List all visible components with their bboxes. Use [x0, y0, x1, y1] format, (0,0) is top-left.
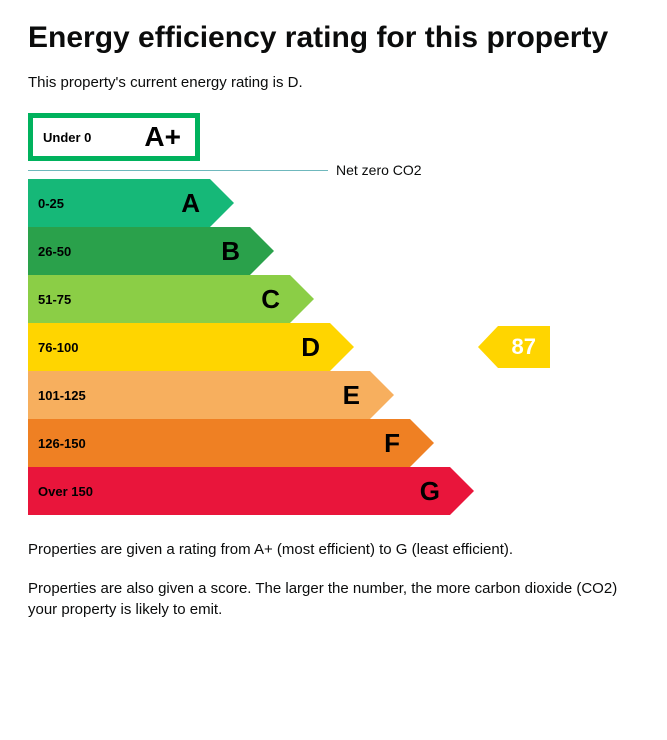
band-letter-c: C [261, 284, 280, 315]
page-title: Energy efficiency rating for this proper… [28, 20, 639, 56]
band-letter-f: F [384, 428, 400, 459]
energy-rating-chart: Under 0 A+ Net zero CO2 0-25 A 26-50 B 51-75… [28, 113, 638, 515]
band-range-a: 0-25 [38, 196, 64, 211]
band-row-g: Over 150 G [28, 467, 638, 515]
band-range-g: Over 150 [38, 484, 93, 499]
net-zero-line [28, 170, 328, 171]
current-score-badge: 87 [498, 326, 550, 368]
band-row-f: 126-150 F [28, 419, 638, 467]
band-range-f: 126-150 [38, 436, 86, 451]
band-range-b: 26-50 [38, 244, 71, 259]
band-c: 51-75 C [28, 275, 290, 323]
net-zero-label: Net zero CO2 [336, 162, 422, 178]
footer-text-2: Properties are also given a score. The l… [28, 578, 628, 620]
band-row-e: 101-125 E [28, 371, 638, 419]
band-aplus: Under 0 A+ [28, 113, 200, 161]
band-range-d: 76-100 [38, 340, 78, 355]
band-letter-d: D [301, 332, 320, 363]
band-d: 76-100 D [28, 323, 330, 371]
band-b: 26-50 B [28, 227, 250, 275]
band-g: Over 150 G [28, 467, 450, 515]
band-row-aplus: Under 0 A+ [28, 113, 638, 161]
band-letter-a: A [181, 188, 200, 219]
band-e: 101-125 E [28, 371, 370, 419]
band-range-e: 101-125 [38, 388, 86, 403]
band-range-aplus: Under 0 [43, 130, 91, 145]
current-rating-text: This property's current energy rating is… [28, 74, 639, 91]
band-row-c: 51-75 C [28, 275, 638, 323]
band-letter-b: B [221, 236, 240, 267]
band-row-d: 76-100 D 87 [28, 323, 638, 371]
band-row-a: 0-25 A [28, 179, 638, 227]
band-letter-g: G [420, 476, 440, 507]
band-letter-e: E [343, 380, 360, 411]
band-letter-aplus: A+ [144, 121, 181, 153]
band-row-b: 26-50 B [28, 227, 638, 275]
band-a: 0-25 A [28, 179, 210, 227]
band-f: 126-150 F [28, 419, 410, 467]
band-range-c: 51-75 [38, 292, 71, 307]
footer-text-1: Properties are given a rating from A+ (m… [28, 539, 628, 560]
net-zero-divider: Net zero CO2 [28, 161, 638, 179]
